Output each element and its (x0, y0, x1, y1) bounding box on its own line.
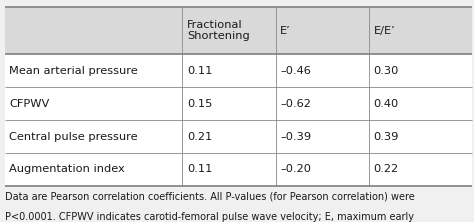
Bar (5, 87, 472, 120)
Text: Data are Pearson correlation coefficients. All P-values (for Pearson correlation: Data are Pearson correlation coefficient… (5, 191, 414, 201)
Text: CFPWV: CFPWV (9, 99, 50, 109)
Text: E’: E’ (280, 26, 291, 36)
Text: –0.20: –0.20 (280, 164, 311, 174)
Text: 0.30: 0.30 (374, 66, 399, 76)
Text: Augmentation index: Augmentation index (9, 164, 125, 174)
Text: E/E’: E/E’ (374, 26, 395, 36)
Text: 0.11: 0.11 (187, 164, 212, 174)
Text: Fractional
Shortening: Fractional Shortening (187, 20, 250, 41)
Text: Central pulse pressure: Central pulse pressure (9, 131, 138, 142)
Bar (5, 7, 472, 54)
Text: –0.39: –0.39 (280, 131, 311, 142)
Text: 0.11: 0.11 (187, 66, 212, 76)
Text: 0.22: 0.22 (374, 164, 399, 174)
Text: P<0.0001. CFPWV indicates carotid-femoral pulse wave velocity; E, maximum early: P<0.0001. CFPWV indicates carotid-femora… (5, 212, 414, 222)
Bar (5, 153, 472, 186)
Text: 0.40: 0.40 (374, 99, 399, 109)
Text: –0.62: –0.62 (280, 99, 311, 109)
Text: –0.46: –0.46 (280, 66, 311, 76)
Bar (5, 120, 472, 153)
Text: 0.39: 0.39 (374, 131, 399, 142)
Text: Mean arterial pressure: Mean arterial pressure (9, 66, 138, 76)
Text: 0.21: 0.21 (187, 131, 212, 142)
Text: 0.15: 0.15 (187, 99, 212, 109)
Bar (5, 54, 472, 87)
